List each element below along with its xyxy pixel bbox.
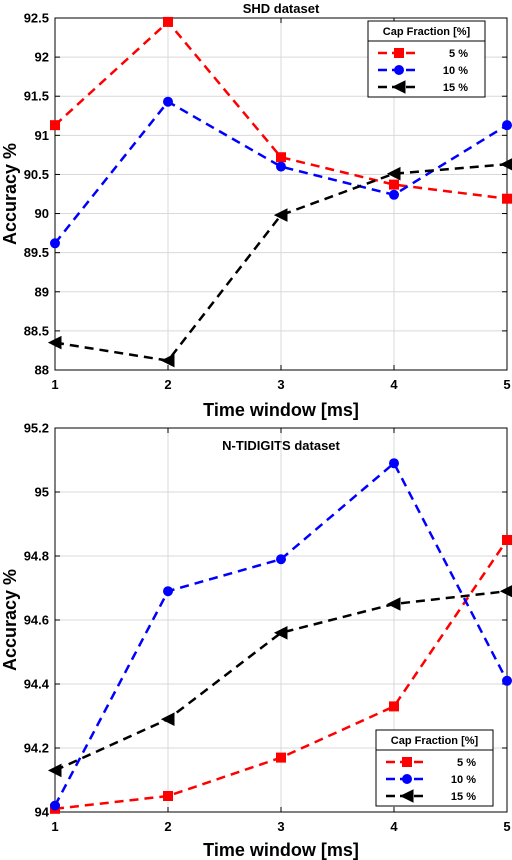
data-point — [389, 179, 399, 190]
data-point — [502, 535, 512, 545]
series-line — [54, 163, 508, 362]
y-tick-label: 89 — [35, 284, 49, 299]
legend-marker — [394, 48, 404, 58]
x-axis-label: Time window [ms] — [203, 400, 359, 420]
legend-item: 15 % — [386, 789, 476, 803]
x-tick-label: 4 — [390, 819, 398, 834]
y-tick-label: 91.5 — [24, 89, 49, 104]
legend-item: 5 % — [378, 48, 468, 60]
legend: Cap Fraction [%] 5 % 10 % 15 % — [367, 20, 486, 98]
legend-marker — [399, 789, 414, 803]
series-15-percent — [47, 158, 512, 368]
series-10-percent — [50, 458, 512, 811]
data-point — [502, 193, 512, 204]
x-tick-label: 2 — [164, 377, 171, 392]
data-point — [160, 353, 175, 368]
legend-item: 15 % — [378, 80, 468, 94]
data-point — [163, 96, 173, 107]
y-tick-label: 94 — [35, 805, 50, 820]
series-5-percent — [50, 16, 512, 204]
legend-marker — [402, 757, 412, 767]
data-point — [276, 152, 286, 163]
data-point — [163, 586, 173, 597]
y-tick-label: 90.5 — [24, 167, 49, 182]
x-tick-label: 3 — [277, 819, 284, 834]
legend-label: 10 % — [443, 65, 468, 77]
chart-2: N-TIDIGITS dataset9494.294.494.694.89595… — [0, 421, 512, 860]
x-tick-label: 2 — [164, 819, 171, 834]
data-point — [502, 675, 512, 686]
y-tick-label: 94.2 — [24, 741, 49, 756]
data-point — [160, 712, 175, 727]
legend-label: 5 % — [457, 757, 476, 769]
legend-title: Cap Fraction [%] — [391, 735, 479, 747]
data-point — [499, 158, 512, 171]
y-tick-label: 94.6 — [24, 613, 49, 628]
y-tick-label: 92.5 — [24, 11, 49, 26]
data-point — [502, 120, 512, 131]
data-point — [389, 458, 399, 469]
y-tick-label: 91 — [35, 128, 49, 143]
data-point — [276, 161, 286, 172]
y-tick-label: 94.4 — [24, 677, 50, 692]
x-tick-label: 1 — [51, 819, 58, 834]
chart-title: SHD dataset — [243, 1, 320, 16]
y-axis-label: Accuracy % — [0, 569, 20, 671]
legend-marker — [394, 65, 404, 75]
legend-label: 5 % — [449, 48, 468, 60]
series-line — [54, 589, 508, 772]
legend-label: 15 % — [443, 82, 468, 94]
legend-item: 5 % — [386, 757, 476, 769]
x-axis-label: Time window [ms] — [203, 840, 359, 860]
legend-title: Cap Fraction [%] — [383, 26, 471, 38]
y-tick-label: 92 — [35, 50, 49, 65]
data-point — [50, 238, 60, 249]
series-15-percent — [47, 585, 512, 778]
data-point — [276, 554, 286, 565]
legend-label: 10 % — [451, 774, 476, 786]
y-tick-label: 88 — [35, 363, 49, 378]
data-point — [47, 763, 62, 778]
series-line — [53, 461, 509, 807]
data-point — [386, 166, 401, 181]
legend-item: 10 % — [378, 65, 468, 77]
y-tick-label: 95 — [35, 485, 49, 500]
chart-1: SHD dataset 88 88.5 89 89.5 90 90.5 91 91.5 92 92.… — [0, 1, 512, 420]
data-point — [276, 752, 286, 763]
data-point — [499, 585, 512, 598]
data-point — [389, 701, 399, 712]
data-point — [386, 597, 401, 611]
data-point — [50, 800, 60, 811]
legend-marker — [402, 774, 412, 784]
data-point — [47, 335, 62, 350]
x-tick-label: 4 — [390, 377, 398, 392]
y-tick-label: 88.5 — [24, 323, 49, 338]
x-tick-label: 5 — [503, 377, 510, 392]
legend-marker — [391, 80, 406, 94]
legend-item: 10 % — [386, 774, 476, 786]
legend: Cap Fraction [%] 5 % 10 % 15 % — [375, 729, 494, 807]
legend-label: 15 % — [451, 791, 476, 803]
data-point — [273, 625, 288, 640]
data-point — [273, 208, 288, 222]
x-tick-label: 3 — [277, 377, 284, 392]
x-tick-label: 1 — [51, 377, 58, 392]
data-point — [389, 189, 399, 200]
legend-box — [375, 729, 494, 807]
legend-box — [367, 20, 486, 98]
y-axis-label: Accuracy % — [0, 143, 20, 245]
data-point — [50, 120, 60, 131]
y-tick-label: 90 — [35, 206, 49, 221]
y-tick-label: 94.8 — [24, 549, 49, 564]
y-tick-label: 89.5 — [24, 245, 49, 260]
x-tick-label: 5 — [503, 819, 510, 834]
series-line — [54, 20, 508, 200]
data-point — [163, 16, 173, 27]
data-point — [163, 791, 173, 801]
y-tick-label: 95.2 — [24, 421, 49, 436]
